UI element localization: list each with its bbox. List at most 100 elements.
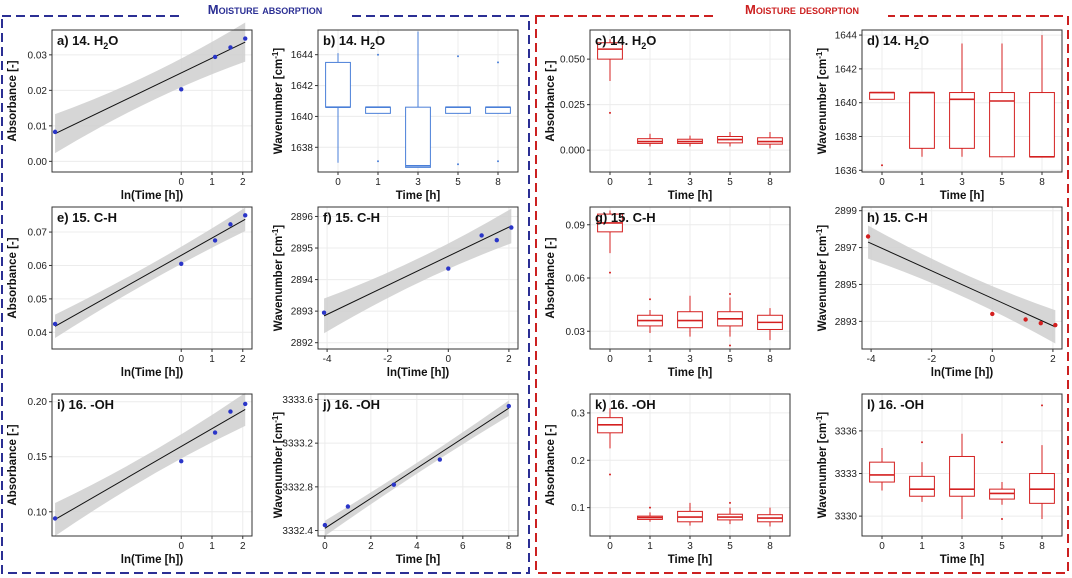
x-tick-label: -2	[383, 354, 392, 365]
x-tick-label: 8	[767, 541, 773, 552]
y-tick-label: 0.1	[571, 503, 585, 514]
data-point	[212, 430, 218, 435]
y-tick-label: 0.03	[28, 50, 48, 61]
y-tick-label: 0.07	[28, 228, 48, 239]
panel-title: j) 16. -OH	[322, 397, 380, 412]
x-tick-label: 0	[446, 354, 452, 365]
data-point	[1053, 322, 1058, 328]
panel-title: g) 15. C-H	[595, 210, 656, 225]
fit-line	[324, 407, 510, 529]
data-point	[228, 45, 233, 50]
box-3	[405, 106, 431, 168]
panel-title: b) 14. H2O	[323, 33, 385, 51]
y-axis-label: Absorbance [-]	[545, 424, 557, 505]
x-axis-label: Time [h]	[940, 190, 985, 202]
x-tick-label: 8	[1039, 541, 1045, 552]
data-point	[494, 237, 499, 243]
x-tick-label: 5	[999, 541, 1005, 552]
x-tick-label: 0	[990, 354, 996, 365]
x-axis-label: ln(Time [h])	[121, 190, 184, 202]
plot-frame	[51, 393, 253, 537]
y-axis-label: Wavenumber [cm-1]	[815, 48, 829, 155]
y-tick-label: 0.06	[28, 261, 48, 272]
y-tick-label: 2895	[291, 244, 314, 255]
x-tick-label: 1	[209, 177, 215, 188]
y-tick-label: 1638	[291, 143, 314, 154]
x-tick-label: 0	[879, 177, 885, 188]
x-tick-label: 3	[415, 177, 421, 188]
x-tick-label: 1	[647, 354, 653, 365]
y-tick-label: 3332.8	[282, 482, 313, 493]
box-outlier	[1041, 404, 1043, 407]
x-tick-label: 0	[178, 541, 184, 552]
x-tick-label: 1	[209, 354, 215, 365]
box-1	[365, 106, 391, 114]
x-axis-label: Time [h]	[668, 367, 713, 379]
data-point	[345, 504, 351, 509]
x-axis-label: Time [h]	[396, 554, 441, 566]
x-tick-label: 3	[959, 541, 965, 552]
x-tick-label: 0	[178, 354, 184, 365]
panel-title: h) 15. C-H	[867, 210, 928, 225]
x-tick-label: 8	[1039, 177, 1045, 188]
data-point	[865, 234, 871, 239]
x-tick-label: 5	[727, 354, 733, 365]
plot-frame	[51, 206, 253, 350]
box-0	[597, 42, 623, 60]
box-outlier	[649, 298, 651, 301]
y-axis-label: Wavenumber [cm-1]	[271, 412, 285, 519]
y-tick-label: 0.06	[566, 274, 586, 285]
x-tick-label: 3	[959, 177, 965, 188]
box-8	[485, 106, 511, 114]
plot-frame	[861, 29, 1063, 173]
x-axis-label: ln(Time [h])	[387, 367, 450, 379]
y-axis-label: Wavenumber [cm-1]	[271, 48, 285, 155]
x-axis-label: ln(Time [h])	[121, 367, 184, 379]
y-tick-label: 0.000	[560, 146, 585, 157]
panel-g: 0.03 0.06 0.09 0 1 3 5 8 g) 15. C-H Time [h] Absor…	[545, 206, 791, 379]
box-5	[989, 92, 1015, 158]
panel-title: l) 16. -OH	[867, 397, 924, 412]
x-tick-label: 1	[647, 177, 653, 188]
y-tick-label: 1642	[835, 64, 858, 75]
y-tick-label: 0.20	[28, 397, 48, 408]
y-tick-label: 0.02	[28, 86, 48, 97]
x-tick-label: 0	[607, 354, 613, 365]
box-outlier	[609, 271, 611, 274]
x-tick-label: 3	[687, 354, 693, 365]
data-point	[52, 516, 58, 521]
x-tick-label: 8	[495, 177, 501, 188]
x-axis-label: ln(Time [h])	[121, 554, 184, 566]
box-0	[869, 92, 895, 100]
box-outlier	[729, 292, 731, 295]
panel-h: 2893 2895 2897 2899 -4 -2 0 2 h) 15. C-H ln(Time …	[815, 206, 1063, 379]
x-tick-label: 0	[607, 541, 613, 552]
panel-j: 3332.4 3332.8 3333.2 3333.6 0 2 4 6 8 j) 16. -OH T…	[271, 393, 519, 566]
y-tick-label: 0.05	[28, 294, 48, 305]
y-tick-label: 0.3	[571, 408, 585, 419]
x-tick-label: 0	[607, 177, 613, 188]
box-outlier	[729, 344, 731, 347]
box-outlier	[729, 501, 731, 504]
y-axis-label: Absorbance [-]	[545, 60, 557, 141]
x-axis-label: ln(Time [h])	[931, 367, 994, 379]
data-point	[212, 54, 218, 60]
y-tick-label: 0.050	[560, 55, 585, 66]
box-5	[445, 106, 471, 114]
y-tick-label: 0.03	[566, 327, 586, 338]
x-tick-label: 0	[178, 177, 184, 188]
y-tick-label: 1636	[835, 166, 858, 177]
y-tick-label: 2893	[291, 307, 314, 318]
data-point	[228, 409, 233, 414]
y-tick-label: 1644	[835, 31, 858, 42]
y-axis-label: Wavenumber [cm-1]	[815, 412, 829, 519]
panel-i: 0.10 0.15 0.20 0 1 2 i) 16. -OH ln(Time [h]) Abs…	[7, 392, 253, 566]
data-point	[243, 36, 248, 41]
data-point	[52, 321, 58, 327]
panel-title: i) 16. -OH	[57, 397, 114, 412]
data-point	[212, 238, 218, 243]
y-tick-label: 3330	[835, 512, 858, 523]
data-point	[437, 457, 443, 462]
panel-title: f) 15. C-H	[323, 210, 380, 225]
plot-frame	[317, 29, 519, 173]
